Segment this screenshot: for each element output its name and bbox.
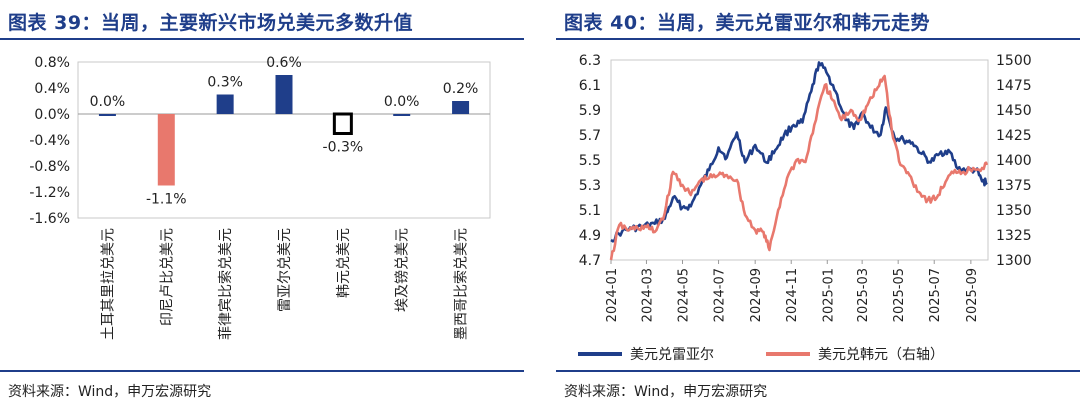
legend-label: 美元兑雷亚尔 bbox=[630, 347, 714, 363]
x-tick-label: 2025-03 bbox=[856, 268, 871, 322]
legend-label: 美元兑韩元（右轴） bbox=[818, 347, 944, 363]
bar bbox=[332, 112, 353, 135]
bar bbox=[216, 94, 234, 114]
y-right-tick-label: 1325 bbox=[996, 228, 1032, 244]
y-left-tick-label: 4.9 bbox=[579, 228, 601, 244]
krw-series-line bbox=[609, 74, 989, 261]
category-label: 土耳其里拉兑美元 bbox=[100, 228, 116, 340]
bar bbox=[275, 75, 293, 114]
y-right-tick-label: 1500 bbox=[996, 53, 1032, 69]
bar-chart: 0.8% 0.4% 0.0% -0.4% -0.8% -1.2% -1.6% 0.0% 土耳其里… bbox=[29, 55, 491, 340]
y-right-tick-label: 1350 bbox=[996, 203, 1032, 219]
y-left-tick-label: 5.9 bbox=[579, 103, 601, 119]
y-tick-label: -0.4% bbox=[29, 133, 70, 149]
category-label: 菲律宾比索兑美元 bbox=[217, 228, 234, 340]
y-tick-label: -1.6% bbox=[29, 211, 70, 227]
x-tick-label: 2024-09 bbox=[749, 268, 764, 322]
category-label: 墨西哥比索兑美元 bbox=[453, 228, 470, 340]
y-tick-label: -1.2% bbox=[29, 185, 70, 201]
left-source-rule bbox=[0, 370, 524, 372]
right-chart-title: 图表 40：当周，美元兑雷亚尔和韩元走势 bbox=[564, 12, 931, 34]
x-tick-label: 2024-05 bbox=[677, 268, 692, 322]
y-left-tick-label: 4.7 bbox=[579, 253, 601, 269]
x-tick-label: 2024-11 bbox=[785, 268, 800, 322]
data-label: -0.3% bbox=[323, 140, 364, 156]
data-label: 0.3% bbox=[207, 75, 243, 91]
x-tick-label: 2024-07 bbox=[713, 268, 728, 322]
data-label: 0.0% bbox=[384, 94, 420, 110]
right-source-rule bbox=[556, 370, 1080, 372]
bar bbox=[157, 114, 175, 186]
y-right-tick-label: 1450 bbox=[996, 103, 1032, 119]
data-label: 0.6% bbox=[266, 55, 302, 71]
x-tick-label: 2025-01 bbox=[821, 268, 836, 322]
category-label: 雷亚尔兑美元 bbox=[277, 228, 293, 312]
left-source-note: 资料来源：Wind，申万宏源研究 bbox=[8, 384, 212, 400]
bar bbox=[393, 114, 411, 116]
line-chart: 6.3 6.1 5.9 5.7 5.5 5.3 5.1 4.9 4.7 1500 1475 1450 1… bbox=[578, 53, 1032, 363]
y-right-tick-label: 1425 bbox=[996, 128, 1032, 144]
category-label: 印尼卢比兑美元 bbox=[159, 228, 175, 326]
y-left-tick-label: 5.3 bbox=[579, 178, 601, 194]
right-title-rule bbox=[556, 38, 1080, 40]
y-tick-label: -0.8% bbox=[29, 159, 70, 175]
y-tick-label: 0.4% bbox=[34, 81, 70, 97]
right-source-note: 资料来源：Wind，申万宏源研究 bbox=[564, 384, 768, 400]
left-chart-panel: 图表 39：当周，主要新兴市场兑美元多数升值 0.8% 0.4% 0.0% -0.4%… bbox=[0, 0, 524, 408]
plot-frame bbox=[77, 61, 491, 219]
bar bbox=[452, 101, 470, 114]
y-right-tick-label: 1475 bbox=[996, 78, 1032, 94]
data-label: 0.0% bbox=[90, 94, 126, 110]
x-tick-label: 2025-07 bbox=[928, 268, 943, 322]
y-left-tick-label: 5.1 bbox=[579, 203, 601, 219]
right-chart-panel: 图表 40：当周，美元兑雷亚尔和韩元走势 6.3 6.1 5.9 5.7 5.5 5.3 5… bbox=[556, 0, 1080, 408]
x-tick-label: 2025-09 bbox=[965, 268, 980, 322]
y-left-tick-label: 5.5 bbox=[579, 153, 601, 169]
category-label: 韩元兑美元 bbox=[336, 228, 352, 298]
category-label: 埃及镑兑美元 bbox=[395, 228, 411, 312]
x-tick-label: 2024-01 bbox=[605, 268, 620, 322]
plot-frame bbox=[610, 59, 989, 261]
x-tick-label: 2024-03 bbox=[640, 268, 655, 322]
y-left-tick-label: 6.1 bbox=[579, 78, 601, 94]
y-right-tick-label: 1375 bbox=[996, 178, 1032, 194]
data-label: -1.1% bbox=[146, 192, 187, 208]
brl-series-line bbox=[610, 61, 988, 243]
y-left-tick-label: 6.3 bbox=[579, 53, 601, 69]
y-tick-label: 0.0% bbox=[34, 107, 70, 123]
y-tick-label: 0.8% bbox=[34, 55, 70, 71]
data-label: 0.2% bbox=[443, 81, 479, 97]
y-right-tick-label: 1300 bbox=[996, 253, 1032, 269]
left-title-rule bbox=[0, 38, 524, 40]
bar bbox=[98, 114, 116, 116]
y-left-tick-label: 5.7 bbox=[579, 128, 601, 144]
left-chart-title: 图表 39：当周，主要新兴市场兑美元多数升值 bbox=[8, 12, 414, 34]
y-right-tick-label: 1400 bbox=[996, 153, 1032, 169]
x-tick-label: 2025-05 bbox=[892, 268, 907, 322]
